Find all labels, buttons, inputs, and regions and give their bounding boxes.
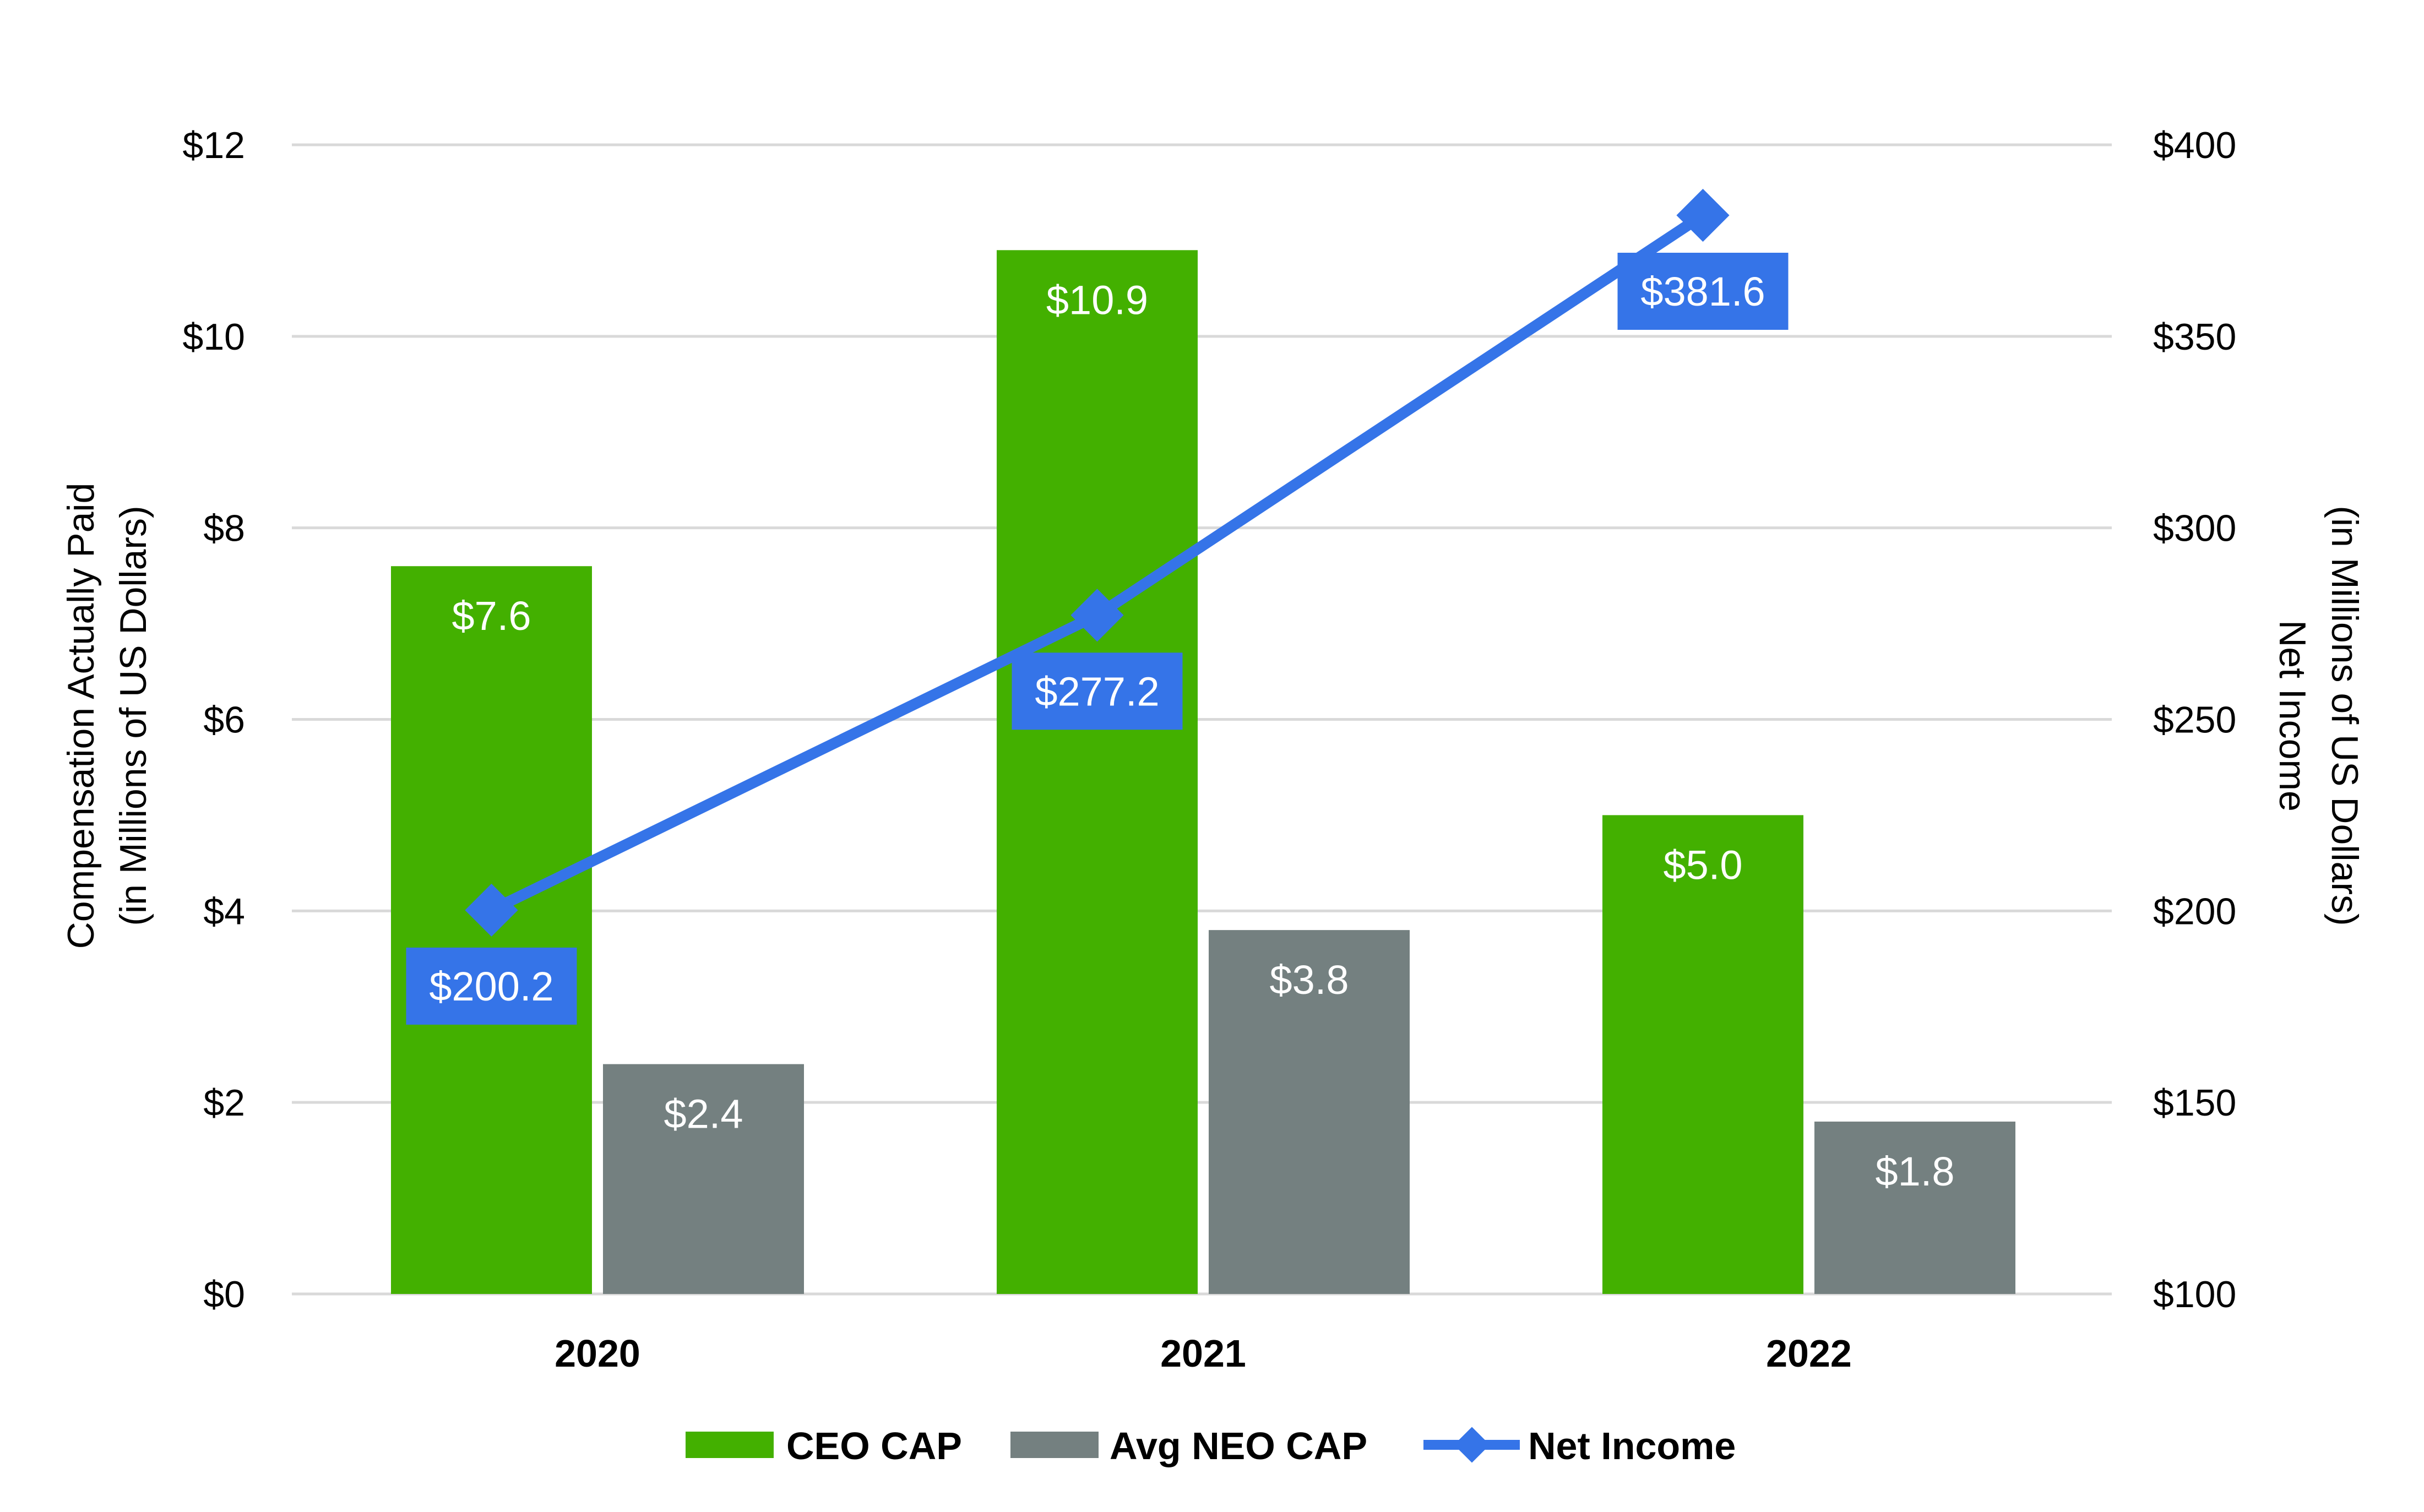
left-tick-label: $10 xyxy=(183,316,245,358)
net-income-label-2020: $200.2 xyxy=(429,964,553,1009)
net-income-label-2021: $277.2 xyxy=(1035,668,1159,714)
bar-label-ceo-cap-2022: $5.0 xyxy=(1663,842,1742,888)
left-axis-ticks: $0 $2 $4 $6 $8 $10 $12 xyxy=(183,124,245,1315)
bar-label-avg-neo-cap-2021: $3.8 xyxy=(1269,957,1349,1003)
right-axis-ticks: $100 $150 $200 $250 $300 $350 $400 xyxy=(2153,124,2236,1315)
left-axis-title: Compensation Actually Paid xyxy=(60,483,102,949)
net-income-label-box-2021 xyxy=(1012,652,1183,730)
bar-label-avg-neo-cap-2020: $2.4 xyxy=(664,1091,743,1137)
category-label-2021: 2021 xyxy=(1160,1332,1246,1375)
legend-swatch-avg-neo-cap xyxy=(1010,1432,1099,1458)
legend-swatch-net-income-marker xyxy=(1454,1427,1490,1463)
right-tick-label: $350 xyxy=(2153,316,2236,358)
net-income-marker-2020 xyxy=(465,883,518,937)
legend-swatch-ceo-cap xyxy=(686,1432,774,1458)
category-labels: 2020 2021 2022 xyxy=(555,1332,1852,1375)
right-tick-label: $300 xyxy=(2153,508,2236,550)
left-axis-subtitle: (in Millions of US Dollars) xyxy=(112,505,154,926)
left-tick-label: $2 xyxy=(203,1082,245,1124)
category-label-2020: 2020 xyxy=(555,1332,640,1375)
left-tick-label: $6 xyxy=(203,699,245,741)
right-tick-label: $100 xyxy=(2153,1274,2236,1315)
right-tick-label: $200 xyxy=(2153,890,2236,932)
left-tick-label: $0 xyxy=(203,1274,245,1315)
bars: $7.6 $10.9 $5.0 $2.4 $3.8 $1.8 xyxy=(391,250,2015,1294)
legend-label-net-income: Net Income xyxy=(1528,1424,1736,1467)
right-axis-title: Net Income xyxy=(2271,620,2313,812)
bar-label-ceo-cap-2021: $10.9 xyxy=(1046,277,1148,323)
bar-label-avg-neo-cap-2022: $1.8 xyxy=(1875,1149,1954,1194)
left-tick-label: $8 xyxy=(203,508,245,550)
left-tick-label: $12 xyxy=(183,124,245,166)
legend-label-avg-neo-cap: Avg NEO CAP xyxy=(1110,1424,1367,1467)
net-income-label-2022: $381.6 xyxy=(1640,269,1765,314)
bar-ceo-cap-2022 xyxy=(1602,815,1803,1294)
net-income-line: $200.2 $277.2 $381.6 xyxy=(406,188,1789,1025)
gridlines xyxy=(292,143,2112,1296)
legend-label-ceo-cap: CEO CAP xyxy=(786,1424,962,1467)
net-income-label-box-2022 xyxy=(1617,253,1789,330)
legend: CEO CAP Avg NEO CAP Net Income xyxy=(686,1424,1736,1467)
category-label-2022: 2022 xyxy=(1766,1332,1852,1375)
right-axis-subtitle: (in Millions of US Dollars) xyxy=(2324,505,2366,926)
right-tick-label: $250 xyxy=(2153,699,2236,741)
left-tick-label: $4 xyxy=(203,890,245,932)
right-tick-label: $150 xyxy=(2153,1082,2236,1124)
net-income-marker-2021 xyxy=(1070,589,1124,642)
bar-avg-neo-cap-2021 xyxy=(1209,930,1410,1294)
right-tick-label: $400 xyxy=(2153,124,2236,166)
bar-avg-neo-cap-2020 xyxy=(603,1064,804,1294)
bar-label-ceo-cap-2020: $7.6 xyxy=(452,593,531,639)
net-income-label-box-2020 xyxy=(406,947,577,1025)
bar-avg-neo-cap-2022 xyxy=(1814,1121,2015,1294)
bar-ceo-cap-2021 xyxy=(997,250,1198,1294)
